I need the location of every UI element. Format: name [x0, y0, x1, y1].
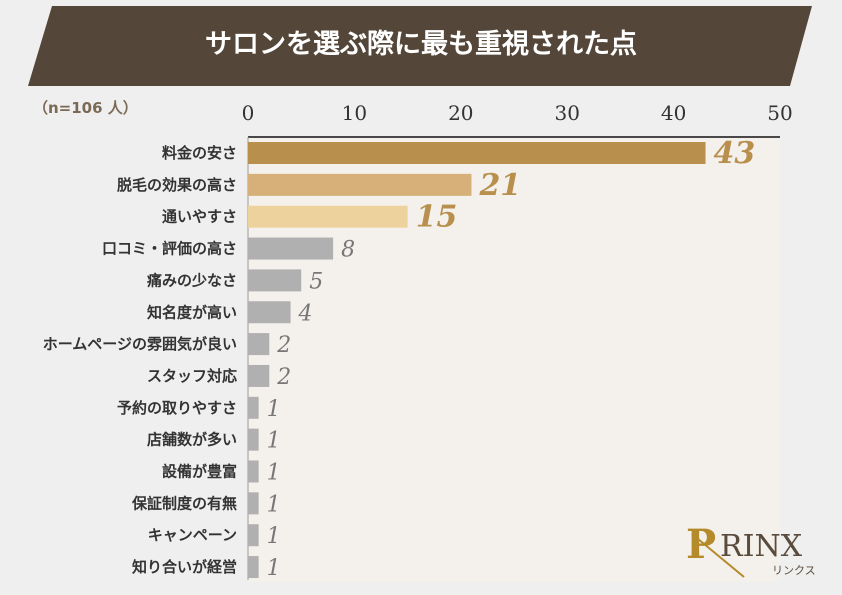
bar — [248, 301, 291, 324]
category-label: 脱毛の効果の高さ — [117, 176, 237, 194]
x-tick-label: 0 — [242, 101, 255, 125]
bar — [248, 492, 259, 515]
bar — [248, 333, 270, 356]
logo-text: RINX — [720, 529, 803, 564]
category-label: 保証制度の有無 — [131, 494, 237, 512]
value-label: 1 — [267, 556, 281, 581]
x-tick-label: 10 — [342, 101, 367, 125]
value-label: 1 — [267, 397, 281, 422]
value-label: 15 — [416, 200, 458, 235]
bar — [248, 428, 259, 451]
value-label: 43 — [714, 136, 756, 171]
category-label: 通いやすさ — [162, 208, 237, 226]
bar — [248, 396, 259, 419]
value-label: 1 — [267, 461, 281, 486]
bar — [248, 237, 334, 260]
category-label: ホームページの雰囲気が良い — [43, 335, 237, 353]
sample-size: （n=106 人） — [33, 99, 138, 117]
bar — [248, 460, 259, 483]
bar — [248, 142, 706, 164]
value-label: 1 — [267, 492, 281, 517]
value-label: 21 — [478, 168, 521, 203]
x-tick-label: 30 — [554, 101, 579, 125]
logo-letter: P — [686, 522, 716, 568]
title-banner — [28, 6, 812, 86]
bar — [248, 364, 270, 387]
value-label: 2 — [276, 365, 291, 390]
bar — [248, 524, 259, 547]
chart-title: サロンを選ぶ際に最も重視された点 — [205, 29, 637, 60]
category-label: 料金の安さ — [162, 144, 237, 162]
value-label: 1 — [267, 429, 281, 454]
category-label: 口コミ・評価の高さ — [102, 240, 237, 258]
value-label: 1 — [267, 524, 281, 549]
x-tick-label: 40 — [661, 101, 686, 125]
category-label: 予約の取りやすさ — [117, 399, 237, 417]
category-label: キャンペーン — [148, 526, 237, 544]
category-label: 知名度が高い — [147, 303, 237, 321]
plot-area — [248, 137, 780, 583]
bar — [248, 269, 302, 292]
rinx-logo: P RINX リンクス — [684, 521, 834, 586]
category-label: 知り合いが経営 — [132, 558, 237, 576]
category-label: 店舗数が多い — [147, 431, 237, 449]
bar — [248, 173, 472, 196]
category-label: 設備が豊富 — [162, 463, 237, 481]
value-label: 4 — [298, 301, 313, 326]
value-label: 2 — [276, 333, 291, 358]
value-label: 8 — [341, 238, 355, 263]
category-label: 痛みの少なさ — [146, 271, 237, 289]
x-tick-label: 50 — [767, 101, 792, 125]
bar — [248, 205, 408, 228]
category-label: スタッフ対応 — [147, 367, 237, 385]
bar — [248, 556, 259, 579]
logo-sub: リンクス — [772, 564, 816, 577]
x-tick-label: 20 — [448, 101, 473, 125]
value-label: 5 — [309, 269, 323, 294]
